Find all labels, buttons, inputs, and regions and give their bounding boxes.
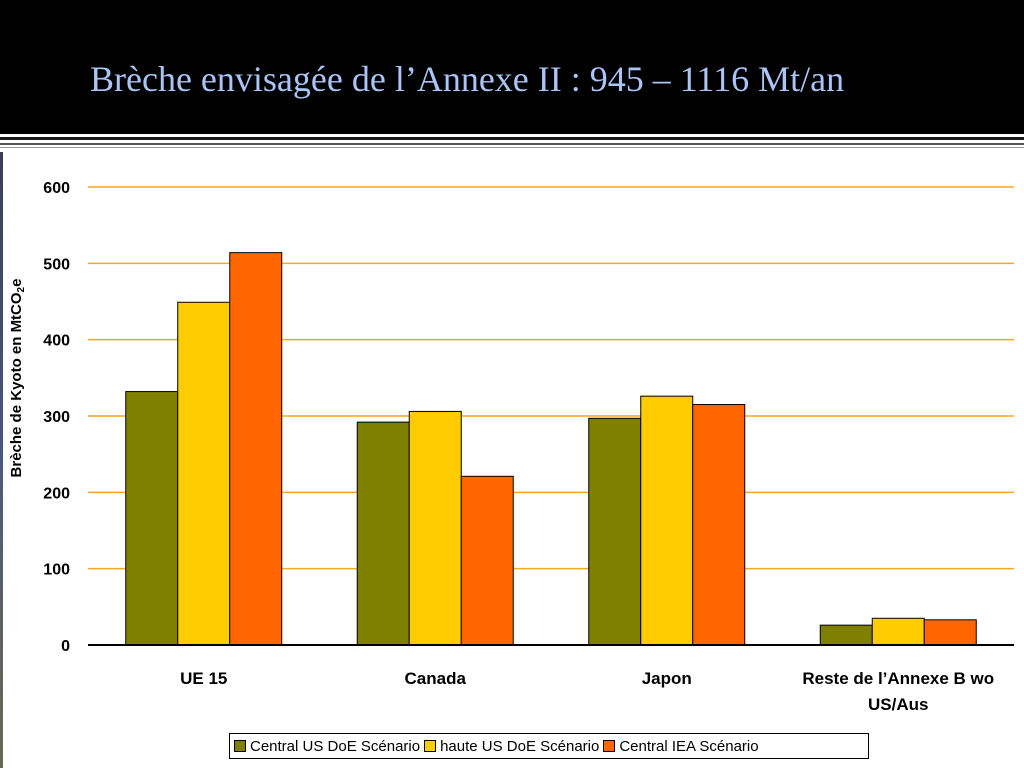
title-bar: Brèche envisagée de l’Annexe II : 945 – …: [0, 0, 1024, 134]
bar: [692, 404, 746, 646]
legend-label: Central US DoE Scénario: [250, 737, 421, 755]
bar: [460, 475, 514, 646]
y-tick-label: 100: [43, 562, 70, 579]
legend-swatch: [424, 740, 437, 752]
legend-label: Central IEA Scénario: [619, 737, 759, 755]
x-tick-label: UE 15: [180, 669, 227, 688]
y-tick-label: 500: [43, 256, 70, 273]
left-edge-decoration: [0, 152, 3, 768]
bar: [177, 301, 231, 646]
bar: [229, 252, 283, 646]
bar: [819, 624, 873, 646]
axes: 0 100 200 300 400 500 600 UE 15 Canada Japon Reste…: [43, 180, 1014, 714]
x-tick-label: Reste de l’Annexe B wo: [802, 669, 994, 688]
slide-title: Brèche envisagée de l’Annexe II : 945 – …: [90, 59, 845, 99]
legend-item-central-iea: Central IEA Scénario: [603, 737, 759, 755]
y-axis-label-subscript: 2: [16, 286, 27, 292]
bar: [640, 395, 694, 646]
legend: Central US DoE Scénario haute US DoE Scé…: [229, 733, 869, 759]
legend-swatch: [603, 740, 616, 752]
y-axis-label: Brèche de Kyoto en MtCO2e: [8, 279, 27, 478]
legend-label: haute US DoE Scénario: [440, 737, 600, 755]
bar: [588, 417, 642, 646]
legend-item-haute-us-doe: haute US DoE Scénario: [424, 738, 599, 755]
y-axis-label-end: e: [8, 279, 25, 287]
y-tick-label: 400: [43, 333, 70, 350]
x-tick-sublabel: US/Aus: [868, 695, 928, 714]
bar: [923, 619, 977, 646]
x-tick-label: Canada: [405, 669, 467, 688]
bar: [871, 617, 925, 646]
bar: [356, 421, 410, 646]
bar: [125, 391, 179, 646]
header-divider-stripes: [0, 134, 1024, 152]
y-tick-label: 200: [43, 485, 70, 502]
x-tick-label: Japon: [642, 669, 692, 688]
bar: [408, 410, 462, 646]
bars: [125, 252, 977, 646]
y-tick-label: 300: [43, 409, 70, 426]
legend-swatch: [234, 740, 246, 752]
y-tick-label: 0: [61, 638, 70, 655]
legend-item-central-us-doe: Central US DoE Scénario: [234, 738, 420, 755]
y-axis-label-main: Brèche de Kyoto en MtCO: [8, 292, 25, 477]
y-tick-label: 600: [43, 180, 70, 197]
